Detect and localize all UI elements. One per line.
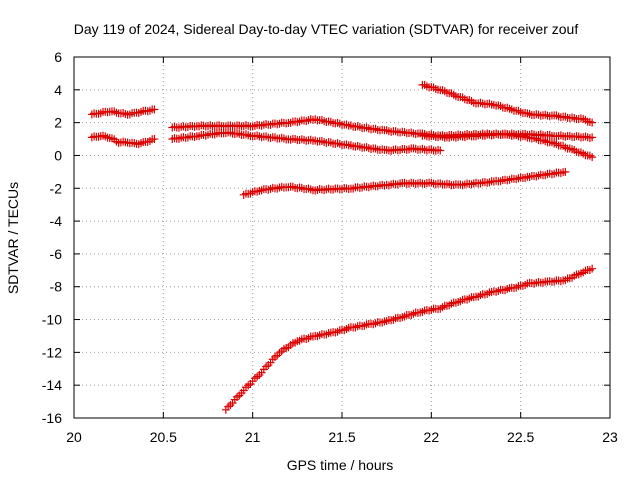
chart-title: Day 119 of 2024, Sidereal Day-to-day VTE…: [74, 21, 579, 37]
series-track-5: [239, 167, 570, 199]
x-tick-label: 21: [245, 429, 261, 445]
series-track-2: [87, 131, 159, 149]
y-tick-label: 2: [54, 115, 62, 131]
y-axis-label: SDTVAR / TECUs: [5, 182, 21, 294]
y-tick-label: -4: [50, 213, 63, 229]
y-tick-label: -12: [42, 344, 62, 360]
series-track-7: [418, 129, 597, 162]
x-tick-label: 20.5: [150, 429, 177, 445]
y-tick-label: -6: [50, 246, 63, 262]
x-tick-label: 21.5: [328, 429, 355, 445]
series-track-1: [87, 105, 159, 119]
y-tick-label: -16: [42, 410, 62, 426]
data-point: [436, 146, 445, 155]
x-tick-label: 23: [602, 429, 618, 445]
y-tick-label: 4: [54, 82, 62, 98]
data-point: [150, 135, 159, 144]
data-point: [588, 264, 597, 273]
y-tick-label: -10: [42, 312, 62, 328]
series-track-6: [418, 80, 597, 127]
x-axis-label: GPS time / hours: [287, 457, 394, 473]
series-track-4: [168, 128, 445, 155]
x-tick-label: 22.5: [507, 429, 534, 445]
x-tick-label: 20: [66, 429, 82, 445]
data-point: [588, 133, 597, 142]
data-point: [561, 167, 570, 176]
data-point: [588, 153, 597, 162]
y-tick-label: -14: [42, 377, 62, 393]
series-track-8: [221, 264, 597, 414]
data-series: [87, 80, 597, 414]
data-point: [150, 105, 159, 114]
data-point: [588, 118, 597, 127]
y-tick-label: -8: [50, 279, 63, 295]
x-tick-label: 22: [424, 429, 440, 445]
y-tick-label: -2: [50, 180, 63, 196]
y-tick-label: 6: [54, 49, 62, 65]
y-tick-label: 0: [54, 147, 62, 163]
axis-ticks: -16 -14 -12 -10 -8 -6 -4 -2 0 2 4 6 20 20.5 21 21.5 22 22…: [42, 49, 618, 445]
